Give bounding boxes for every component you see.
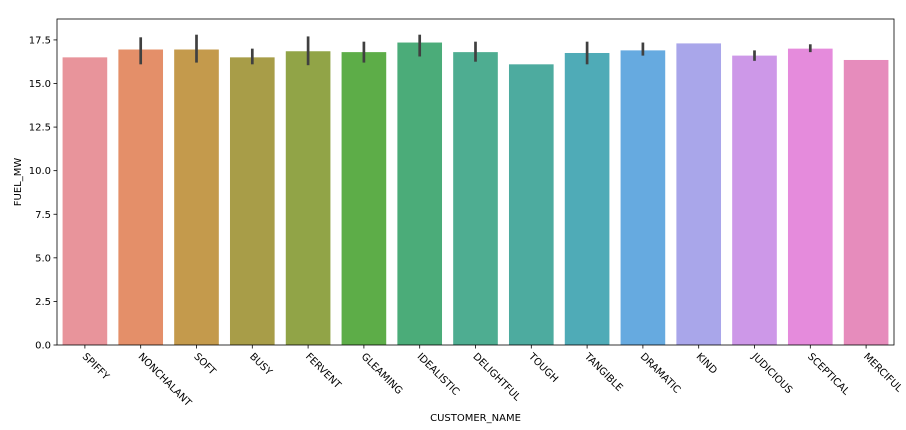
- bar-gleaming: [341, 52, 387, 346]
- bar-sceptical: [787, 48, 833, 346]
- y-axis-label: FUEL_MW: [13, 158, 24, 207]
- bar-delightful: [453, 52, 498, 346]
- x-tick-label: SPIFFY: [80, 351, 112, 383]
- x-tick-label: GLEAMING: [359, 351, 404, 396]
- y-axis-ticks: 0.0 2.5 5.0 7.5 10.0 12.5 15.0 17.5: [29, 35, 57, 352]
- x-tick-label: TOUGH: [525, 351, 559, 385]
- x-tick-label: NONCHALANT: [136, 351, 194, 409]
- y-tick-label: 17.5: [29, 35, 51, 46]
- y-tick-label: 0.0: [35, 341, 51, 352]
- x-tick-label: IDEALISTIC: [415, 351, 461, 397]
- bar-spiffy: [62, 57, 108, 346]
- x-tick-label: JUDICIOUS: [749, 351, 795, 397]
- x-tick-label: FERVENT: [303, 351, 343, 391]
- y-tick-label: 7.5: [35, 210, 51, 221]
- bar-merciful: [843, 59, 889, 345]
- x-tick-label: DELIGHTFUL: [470, 351, 522, 403]
- bar-nonchalant: [118, 49, 164, 345]
- y-tick-label: 2.5: [35, 297, 51, 308]
- x-tick-label: SCEPTICAL: [805, 351, 851, 397]
- x-tick-label: DRAMATIC: [638, 351, 682, 395]
- x-tick-label: KIND: [694, 351, 719, 376]
- bar-busy: [229, 57, 275, 346]
- bar-soft: [174, 49, 219, 345]
- bar-tough: [508, 64, 554, 345]
- bar-kind: [676, 43, 722, 345]
- y-tick-label: 12.5: [29, 123, 51, 134]
- x-tick-label: TANGIBLE: [581, 351, 624, 394]
- error-bars-group: [139, 34, 812, 66]
- y-tick-label: 15.0: [29, 79, 51, 90]
- x-tick-label: BUSY: [247, 351, 274, 378]
- bar-judicious: [732, 55, 777, 346]
- x-tick-label: MERCIFUL: [861, 351, 904, 394]
- bar-fervent: [285, 51, 331, 345]
- bars-group: [62, 42, 889, 346]
- y-tick-label: 10.0: [29, 166, 51, 177]
- bar-idealistic: [397, 42, 443, 345]
- bar-tangible: [564, 52, 610, 345]
- y-tick-label: 5.0: [35, 253, 51, 264]
- x-axis-label: CUSTOMER_NAME: [430, 413, 521, 424]
- bar-dramatic: [620, 50, 666, 346]
- x-tick-label: SOFT: [191, 351, 218, 378]
